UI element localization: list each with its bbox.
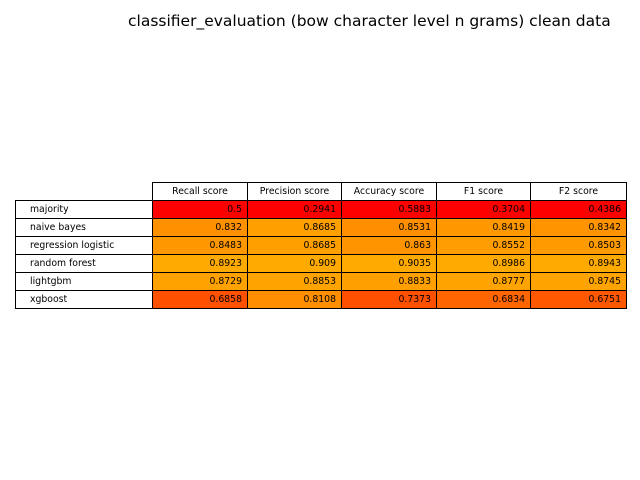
row-label: regression logistic <box>15 236 153 255</box>
column-header: F2 score <box>530 182 627 201</box>
chart-title: classifier_evaluation (bow character lev… <box>128 12 611 30</box>
table-cell: 0.6858 <box>152 290 248 309</box>
table-cell: 0.8745 <box>530 272 627 291</box>
table-cell: 0.8923 <box>152 254 248 273</box>
table-cell: 0.9035 <box>341 254 437 273</box>
table-cell: 0.8552 <box>436 236 531 255</box>
table-cell: 0.8986 <box>436 254 531 273</box>
table-cell: 0.8777 <box>436 272 531 291</box>
table-row: lightgbm 0.8729 0.8853 0.8833 0.8777 0.8… <box>15 272 627 291</box>
table-cell: 0.8685 <box>247 218 342 237</box>
table-cell: 0.8419 <box>436 218 531 237</box>
table-row: xgboost 0.6858 0.8108 0.7373 0.6834 0.67… <box>15 290 627 309</box>
table-cell: 0.863 <box>341 236 437 255</box>
table-cell: 0.8342 <box>530 218 627 237</box>
table-cell: 0.8531 <box>341 218 437 237</box>
table-cell: 0.8503 <box>530 236 627 255</box>
table-cell: 0.909 <box>247 254 342 273</box>
column-header: F1 score <box>436 182 531 201</box>
table-cell: 0.8943 <box>530 254 627 273</box>
table-cell: 0.5883 <box>341 200 437 219</box>
table-row: naive bayes 0.832 0.8685 0.8531 0.8419 0… <box>15 218 627 237</box>
row-label: xgboost <box>15 290 153 309</box>
table-row: majority 0.5 0.2941 0.5883 0.3704 0.4386 <box>15 200 627 219</box>
table-cell: 0.8483 <box>152 236 248 255</box>
table-corner <box>16 183 153 201</box>
table-cell: 0.6751 <box>530 290 627 309</box>
header-row: Recall score Precision score Accuracy sc… <box>16 182 627 201</box>
table-cell: 0.3704 <box>436 200 531 219</box>
column-header: Accuracy score <box>341 182 437 201</box>
table-row: random forest 0.8923 0.909 0.9035 0.8986… <box>15 254 627 273</box>
table-cell: 0.8108 <box>247 290 342 309</box>
table-cell: 0.7373 <box>341 290 437 309</box>
column-header: Precision score <box>247 182 342 201</box>
table-cell: 0.832 <box>152 218 248 237</box>
row-label: random forest <box>15 254 153 273</box>
row-label: lightgbm <box>15 272 153 291</box>
table-cell: 0.8853 <box>247 272 342 291</box>
table-cell: 0.8729 <box>152 272 248 291</box>
table-cell: 0.4386 <box>530 200 627 219</box>
table-cell: 0.2941 <box>247 200 342 219</box>
table-cell: 0.8685 <box>247 236 342 255</box>
table-cell: 0.5 <box>152 200 248 219</box>
column-header: Recall score <box>152 182 248 201</box>
scores-table: Recall score Precision score Accuracy sc… <box>15 182 627 309</box>
table-cell: 0.6834 <box>436 290 531 309</box>
row-label: majority <box>15 200 153 219</box>
table-row: regression logistic 0.8483 0.8685 0.863 … <box>15 236 627 255</box>
row-label: naive bayes <box>15 218 153 237</box>
table-cell: 0.8833 <box>341 272 437 291</box>
